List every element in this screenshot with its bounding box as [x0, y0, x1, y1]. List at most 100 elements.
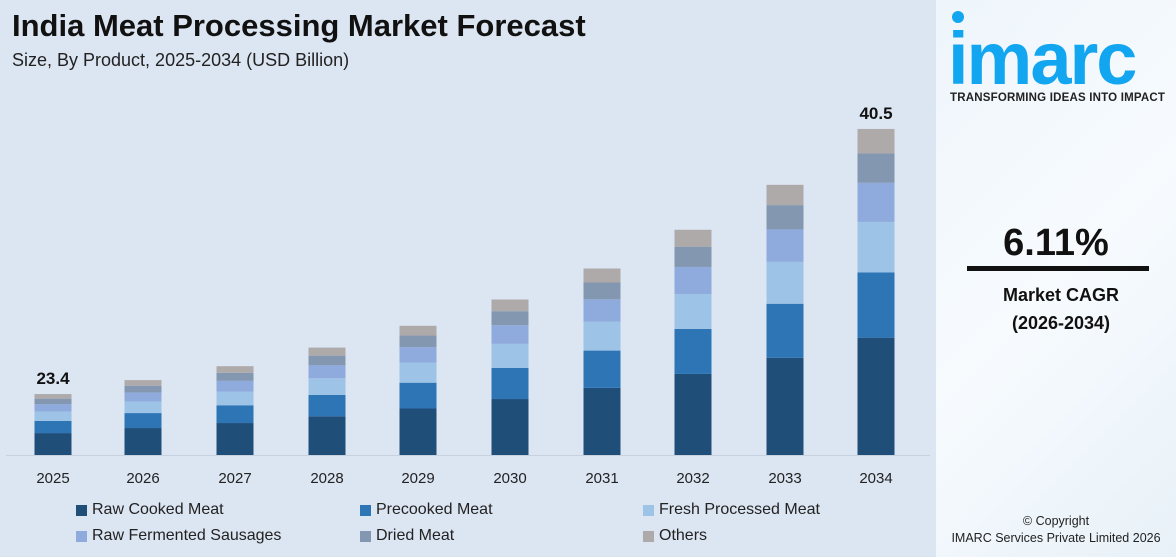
bar-segment-others [308, 347, 346, 356]
divider [967, 266, 1149, 271]
bar-segment-dried-meat [857, 153, 895, 183]
bar-segment-fresh-processed-meat [583, 321, 621, 351]
bar-segment-fresh-processed-meat [308, 378, 346, 395]
bar-segment-precooked-meat [399, 382, 437, 409]
bar-segment-raw-cooked-meat [674, 373, 712, 455]
legend-item: Others [643, 527, 707, 545]
legend-label: Raw Fermented Sausages [92, 527, 282, 544]
data-label: 40.5 [859, 104, 892, 123]
bar-segment-precooked-meat [583, 350, 621, 388]
legend-label: Raw Cooked Meat [92, 501, 224, 518]
bar-segment-raw-cooked-meat [583, 387, 621, 455]
legend-item: Dried Meat [360, 527, 454, 545]
cagr-value: 6.11% [1003, 222, 1109, 264]
bar-segment-precooked-meat [34, 420, 72, 434]
bar-segment-precooked-meat [308, 394, 346, 417]
bar-segment-fresh-processed-meat [399, 362, 437, 383]
bar-segment-others [399, 325, 437, 336]
bar-segment-fresh-processed-meat [216, 391, 254, 406]
x-tick-label: 2030 [493, 470, 526, 487]
bar-segment-precooked-meat [491, 367, 529, 400]
x-tick-label: 2033 [768, 470, 801, 487]
bar-segment-raw-cooked-meat [308, 416, 346, 455]
bar-segment-fresh-processed-meat [124, 401, 162, 414]
bar-segment-precooked-meat [857, 272, 895, 338]
bar-segment-others [216, 366, 254, 373]
bar-segment-raw-cooked-meat [399, 408, 437, 455]
x-tick-label: 2026 [126, 470, 159, 487]
brand-panel: imarc TRANSFORMING IDEAS INTO IMPACT 6.1… [936, 0, 1176, 557]
bar-segment-others [491, 299, 529, 312]
bar-segment-precooked-meat [674, 328, 712, 374]
data-label: 23.4 [36, 369, 70, 388]
tagline: TRANSFORMING IDEAS INTO IMPACT [950, 92, 1166, 104]
legend-swatch [360, 530, 371, 542]
bar-segment-fresh-processed-meat [491, 343, 529, 368]
bar-segment-fresh-processed-meat [857, 221, 895, 273]
bar-segment-fresh-processed-meat [674, 293, 712, 329]
bar-segment-raw-fermented-sausages [583, 299, 621, 322]
legend-swatch [76, 530, 87, 542]
legend-swatch [643, 530, 654, 542]
bar-segment-dried-meat [308, 355, 346, 366]
imarc-logo: imarc [948, 11, 1137, 88]
bar-segment-raw-fermented-sausages [34, 404, 72, 412]
chart-subtitle: Size, By Product, 2025-2034 (USD Billion… [12, 50, 350, 70]
x-tick-label: 2025 [36, 470, 69, 487]
x-tick-label: 2031 [585, 470, 618, 487]
bar-segment-precooked-meat [216, 405, 254, 424]
bar-segment-raw-cooked-meat [857, 337, 895, 455]
legend-item: Precooked Meat [360, 501, 493, 519]
bar-segment-others [124, 380, 162, 386]
bar-segment-raw-cooked-meat [124, 428, 162, 455]
bar-segment-others [766, 184, 804, 206]
x-tick-label: 2028 [310, 470, 343, 487]
copyright: © Copyright [1022, 514, 1090, 528]
bar-segment-fresh-processed-meat [766, 261, 804, 304]
legend-item: Fresh Processed Meat [643, 501, 820, 519]
legend-item: Raw Fermented Sausages [76, 527, 281, 545]
legend-swatch [643, 504, 654, 516]
bar-segment-dried-meat [124, 385, 162, 393]
x-tick-label: 2027 [218, 470, 251, 487]
bar-segment-raw-fermented-sausages [491, 325, 529, 344]
bar-segment-others [674, 229, 712, 247]
bar-segment-dried-meat [583, 282, 621, 300]
legend-label: Others [659, 527, 708, 544]
bar-segment-precooked-meat [124, 413, 162, 429]
bar-segment-raw-cooked-meat [34, 433, 72, 455]
bar-segment-dried-meat [491, 311, 529, 326]
chart-panel: India Meat Processing Market Forecast Si… [6, 8, 930, 545]
bar-segment-dried-meat [216, 372, 254, 381]
legend-swatch [360, 504, 371, 516]
x-tick-label: 2029 [401, 470, 434, 487]
legend-label: Fresh Processed Meat [659, 501, 820, 518]
company-name: IMARC Services Private Limited 2026 [951, 531, 1161, 545]
bar-segment-others [857, 128, 895, 154]
bar-segment-others [34, 394, 72, 399]
legend-label: Precooked Meat [376, 501, 493, 518]
bar-segment-dried-meat [674, 246, 712, 267]
bar-segment-raw-cooked-meat [491, 399, 529, 455]
bar-segment-dried-meat [34, 398, 72, 405]
cagr-label: Market CAGR [1002, 285, 1120, 305]
svg-text:imarc: imarc [948, 17, 1135, 88]
bar-segment-raw-fermented-sausages [308, 365, 346, 379]
stacked-bar-chart: 2025 23.4 2026 2027 2028 2029 2030 2031 2032 2033… [6, 104, 930, 487]
legend-swatch [76, 504, 87, 516]
x-tick-label: 2034 [859, 470, 892, 487]
chart-title: India Meat Processing Market Forecast [12, 8, 586, 43]
bar-segment-raw-fermented-sausages [399, 347, 437, 363]
bar-segment-precooked-meat [766, 303, 804, 358]
bar-segment-raw-fermented-sausages [857, 182, 895, 222]
bar-segment-others [583, 268, 621, 283]
bar-segment-raw-fermented-sausages [674, 266, 712, 294]
bar-segment-raw-fermented-sausages [124, 392, 162, 402]
bar-segment-raw-fermented-sausages [216, 380, 254, 392]
bar-segment-raw-cooked-meat [766, 357, 804, 455]
legend-item: Raw Cooked Meat [76, 501, 224, 519]
bar-segment-dried-meat [399, 335, 437, 348]
bar-segment-raw-fermented-sausages [766, 229, 804, 262]
bar-segment-fresh-processed-meat [34, 411, 72, 421]
bar-segment-dried-meat [766, 205, 804, 230]
